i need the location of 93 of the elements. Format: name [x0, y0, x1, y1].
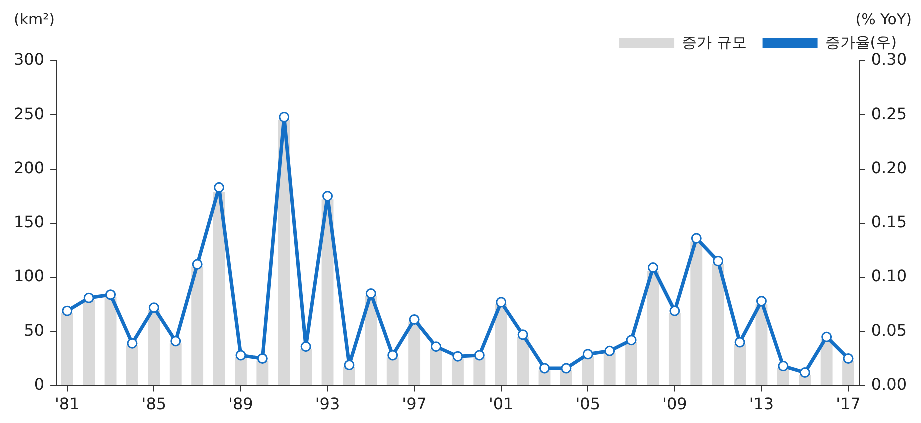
bar: [582, 356, 594, 386]
point: [279, 112, 290, 123]
point: [257, 353, 268, 364]
point: [192, 259, 203, 270]
y2-tick-label: 0.30: [871, 50, 907, 70]
point: [300, 342, 312, 352]
bar: [734, 344, 746, 386]
x-tick-label: '17: [836, 394, 861, 414]
bar: [104, 297, 117, 386]
bar: [386, 358, 399, 386]
x-tick-label: '05: [576, 394, 601, 414]
point: [127, 338, 138, 349]
bar: [344, 367, 356, 386]
x-tick-label: '97: [402, 394, 427, 414]
x-tick-label: '01: [488, 394, 514, 414]
y2-tick-label: 0.15: [871, 212, 907, 232]
bar: [517, 337, 530, 386]
bar: [647, 271, 660, 386]
bar: [192, 266, 204, 386]
point: [322, 191, 334, 202]
point: [388, 350, 398, 361]
point: [648, 262, 658, 274]
point: [604, 346, 616, 356]
point: [452, 351, 464, 362]
y-tick-label: 200: [14, 158, 45, 178]
bar: [408, 322, 421, 386]
bar: [430, 348, 442, 386]
bar: [452, 358, 464, 386]
bar: [83, 300, 96, 386]
bar: [712, 264, 724, 386]
point: [756, 296, 767, 307]
y-tick-label: 250: [14, 104, 45, 124]
point: [822, 332, 832, 342]
bar: [842, 360, 854, 386]
y2-tick-label: 0.05: [871, 320, 907, 340]
point: [366, 288, 376, 300]
point: [170, 336, 182, 347]
point: [236, 350, 246, 361]
x-tick-label: '81: [55, 394, 80, 414]
bar: [148, 310, 160, 386]
point: [561, 363, 572, 374]
y-tick-label: 100: [14, 266, 45, 286]
point: [84, 292, 94, 304]
bar: [474, 358, 486, 386]
bar: [126, 346, 138, 386]
y2-tick-label: 0.00: [871, 374, 907, 394]
bar: [626, 342, 638, 386]
y-tick-label: 0: [34, 374, 45, 394]
point: [344, 360, 355, 370]
point: [62, 306, 73, 316]
x-tick-label: '13: [749, 394, 774, 414]
point: [582, 349, 594, 360]
point: [800, 368, 810, 378]
bar: [300, 348, 312, 386]
bar: [170, 344, 182, 386]
y-axis-title: (km²): [14, 10, 56, 28]
y2-tick-label: 0.10: [871, 266, 907, 286]
point: [734, 337, 746, 348]
y2-tick-label: 0.25: [871, 104, 907, 124]
point: [626, 335, 637, 346]
y-tick-label: 50: [24, 320, 45, 340]
point: [778, 361, 789, 372]
point: [214, 182, 225, 193]
bar: [495, 304, 508, 386]
x-tick-label: '85: [142, 394, 167, 414]
legend-label: 증가율(우): [825, 33, 898, 52]
point: [540, 363, 550, 374]
x-tick-label: '09: [662, 394, 688, 414]
point: [148, 302, 160, 314]
bar: [604, 353, 616, 386]
point: [670, 306, 680, 316]
point: [474, 350, 485, 361]
legend-label: 증가 규모: [682, 33, 747, 52]
point: [843, 353, 854, 364]
bar: [668, 313, 681, 386]
y2-axis-title: (% YoY): [856, 10, 912, 28]
x-tick-label: '89: [228, 394, 254, 414]
y-tick-label: 300: [14, 50, 45, 70]
bar: [256, 360, 269, 386]
point: [518, 330, 528, 340]
point: [106, 290, 116, 300]
bar: [235, 358, 247, 386]
bar: [820, 339, 833, 386]
bar: [690, 242, 703, 386]
point: [431, 342, 442, 352]
point: [691, 233, 702, 244]
y-tick-label: 150: [14, 212, 45, 232]
point: [713, 256, 724, 267]
y2-tick-label: 0.20: [871, 158, 907, 178]
point: [409, 314, 420, 326]
bar: [61, 313, 74, 386]
point: [496, 297, 507, 308]
x-tick-label: '93: [315, 394, 340, 414]
